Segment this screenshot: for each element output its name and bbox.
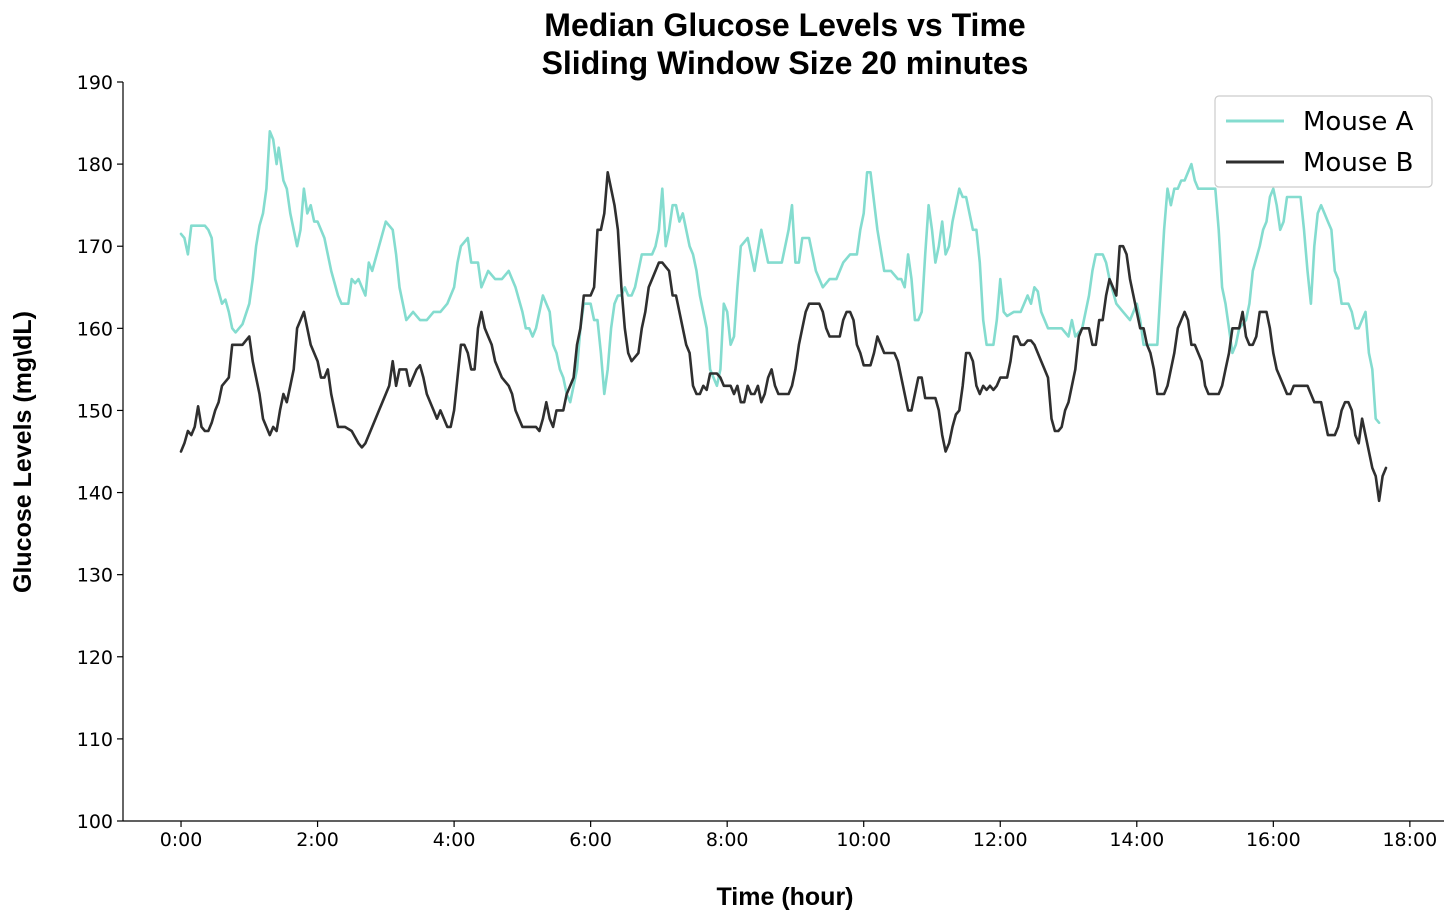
y-tick-label: 140 [77, 483, 113, 505]
x-tick-label: 12:00 [973, 829, 1028, 851]
chart-title-line-2: Sliding Window Size 20 minutes [542, 45, 1029, 81]
y-tick-label: 120 [77, 647, 113, 669]
y-tick-label: 130 [77, 565, 113, 587]
y-axis-ticks: 100 110 120 130 140 150 160 170 180 190 [77, 72, 123, 833]
y-tick-label: 170 [77, 236, 113, 258]
y-axis-label: Glucose Levels (mg\dL) [9, 311, 37, 593]
x-tick-label: 4:00 [433, 829, 476, 851]
x-tick-label: 16:00 [1246, 829, 1301, 851]
x-tick-label: 18:00 [1382, 829, 1437, 851]
x-tick-label: 10:00 [836, 829, 891, 851]
x-tick-label: 14:00 [1109, 829, 1164, 851]
y-tick-label: 150 [77, 400, 113, 422]
series-line-mouse-a [179, 130, 1381, 425]
y-tick-label: 160 [77, 318, 113, 340]
chart-title-line-1: Median Glucose Levels vs Time [544, 7, 1025, 43]
series-line-mouse-b [179, 171, 1388, 503]
y-tick-label: 190 [77, 72, 113, 94]
x-tick-label: 8:00 [706, 829, 749, 851]
y-tick-label: 100 [77, 811, 113, 833]
y-tick-label: 180 [77, 154, 113, 176]
chart-legend: Mouse A Mouse B [1214, 95, 1433, 188]
legend-label-mouse-a: Mouse A [1303, 107, 1414, 137]
x-tick-label: 0:00 [160, 829, 203, 851]
x-tick-label: 6:00 [569, 829, 612, 851]
plot-area: 100 110 120 130 140 150 160 170 180 190 0:00 2:00 4… [77, 72, 1444, 851]
x-axis-label: Time (hour) [716, 883, 853, 911]
x-axis-ticks: 0:00 2:00 4:00 6:00 8:00 10:00 12:00 14:00 16:00… [160, 821, 1437, 851]
x-tick-label: 2:00 [296, 829, 339, 851]
y-tick-label: 110 [77, 729, 113, 751]
legend-box [1214, 95, 1433, 188]
legend-label-mouse-b: Mouse B [1303, 148, 1413, 178]
series-group [179, 130, 1388, 503]
